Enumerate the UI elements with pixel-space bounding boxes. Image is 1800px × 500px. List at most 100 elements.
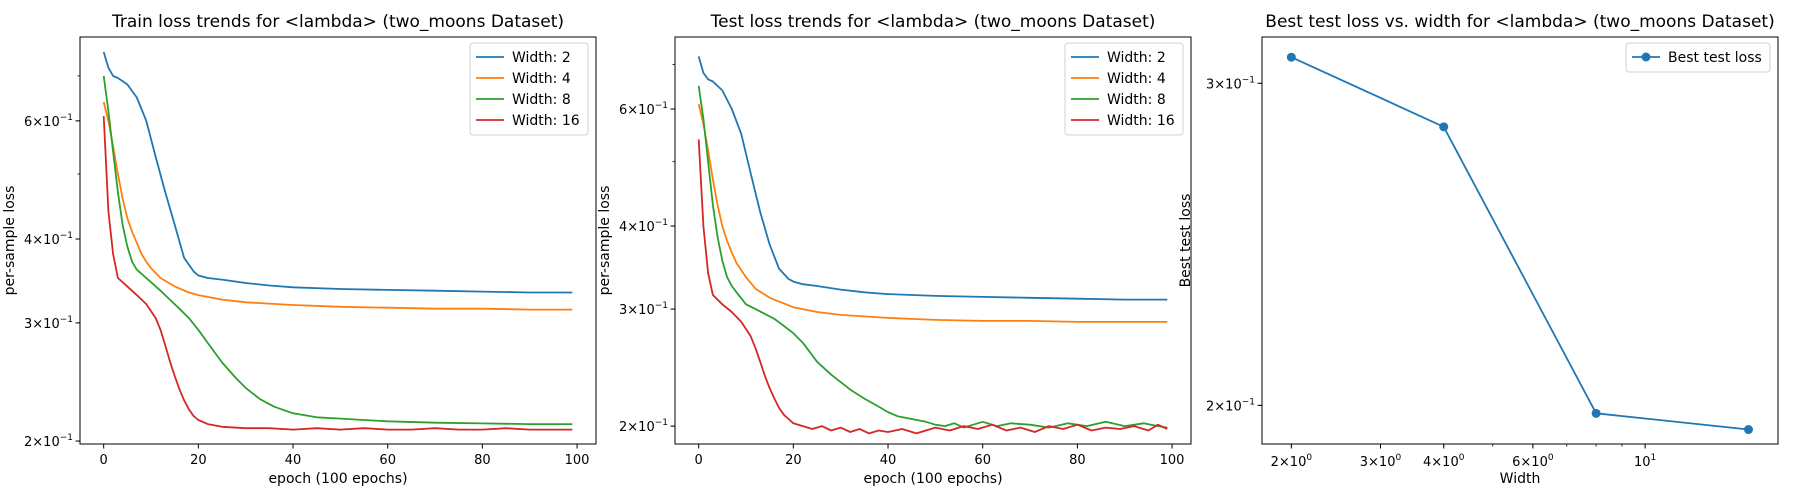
y-tick-label-ten: ×10 (32, 233, 59, 248)
legend-label: Width: 2 (1107, 50, 1166, 66)
y-tick-label: 3×10−1 (24, 315, 73, 332)
chart-3: Best test loss vs. width for <lambda> (t… (1178, 12, 1779, 487)
y-tick-label-base: 2 (619, 420, 627, 435)
data-point (1439, 122, 1449, 132)
x-tick-label-ten: ×10 (1520, 455, 1547, 470)
x-tick-label-exp: 0 (1306, 453, 1312, 463)
y-tick-label-exp: −1 (655, 218, 668, 228)
y-axis-label: per-sample loss (597, 186, 613, 296)
legend: Best test loss (1625, 42, 1771, 73)
x-tick-label: 3×100 (1360, 453, 1402, 470)
y-tick-label: 6×10−1 (619, 101, 668, 118)
y-tick-label: 2×10−1 (1206, 397, 1255, 414)
y-tick-label-ten: ×10 (627, 420, 654, 435)
y-tick-label: 6×10−1 (24, 113, 73, 130)
x-tick-label: 100 (1160, 453, 1185, 468)
y-tick-label: 3×10−1 (619, 301, 668, 318)
y-tick-label-ten: ×10 (627, 220, 654, 235)
legend-label: Best test loss (1668, 50, 1762, 66)
y-tick-label-ten: ×10 (627, 303, 654, 318)
plot-frame (674, 36, 1192, 445)
y-tick-label-exp: −1 (60, 315, 73, 325)
chart-2: Test loss trends for <lambda> (two_moons… (597, 12, 1192, 487)
y-tick-label-exp: −1 (60, 231, 73, 241)
x-axis-label: epoch (100 epochs) (268, 471, 407, 487)
x-tick-label-exp: 1 (1651, 453, 1657, 463)
x-tick-label-ten: ×10 (1279, 455, 1306, 470)
chart-1: Train loss trends for <lambda> (two_moon… (2, 12, 597, 487)
x-tick-label: 80 (1069, 453, 1086, 468)
x-tick-label-base: 10 (1634, 455, 1651, 470)
x-tick-label-exp: 0 (1548, 453, 1554, 463)
legend-marker (1641, 52, 1651, 62)
x-tick-label-base: 3 (1360, 455, 1368, 470)
y-tick-label-base: 2 (1206, 399, 1214, 414)
series-line-3 (697, 85, 1168, 429)
y-tick-label-base: 3 (24, 317, 32, 332)
y-tick-label-ten: ×10 (1214, 399, 1241, 414)
x-tick-label-base: 4 (1423, 455, 1431, 470)
series-line-4 (102, 115, 573, 431)
x-tick-label: 80 (474, 453, 491, 468)
y-tick-label-base: 2 (24, 435, 32, 450)
y-tick-label: 2×10−1 (619, 418, 668, 435)
data-point (1591, 408, 1601, 418)
series-line-3 (102, 75, 573, 426)
x-tick-label: 60 (974, 453, 991, 468)
x-tick-label-base: 2 (1271, 455, 1279, 470)
y-tick-label: 3×10−1 (1206, 75, 1255, 92)
y-tick-label-ten: ×10 (32, 435, 59, 450)
x-axis-label: epoch (100 epochs) (863, 471, 1002, 487)
x-tick-label: 101 (1634, 453, 1656, 470)
chart-title: Test loss trends for <lambda> (two_moons… (710, 12, 1156, 32)
chart-title: Train loss trends for <lambda> (two_moon… (111, 12, 564, 32)
y-tick-label-ten: ×10 (32, 115, 59, 130)
series-line-1 (102, 51, 573, 294)
plot-frame (1261, 36, 1779, 445)
y-tick-label-ten: ×10 (1214, 77, 1241, 92)
y-tick-label-base: 6 (24, 115, 32, 130)
x-tick-label: 60 (379, 453, 396, 468)
y-tick-label-base: 3 (619, 303, 627, 318)
series-line-1 (697, 56, 1168, 301)
y-tick-label-base: 6 (619, 103, 627, 118)
x-tick-label: 40 (285, 453, 302, 468)
x-tick-label-exp: 0 (1395, 453, 1401, 463)
legend-box (469, 42, 589, 136)
x-tick-label: 40 (880, 453, 897, 468)
series-line-1 (1291, 56, 1749, 431)
legend-label: Width: 8 (512, 92, 571, 108)
y-axis-label: Best test loss (1178, 194, 1194, 288)
series-line-2 (102, 101, 573, 311)
y-tick-label: 4×10−1 (24, 231, 73, 248)
data-point (1743, 425, 1753, 435)
y-tick-label-base: 3 (1206, 77, 1214, 92)
x-tick-label-ten: ×10 (1368, 455, 1395, 470)
y-tick-label: 4×10−1 (619, 218, 668, 235)
legend: Width: 2 Width: 4 Width: 8 Width: 16 (469, 42, 589, 136)
y-tick-label-exp: −1 (1242, 397, 1255, 407)
legend-label: Width: 4 (1107, 71, 1166, 87)
y-tick-label-exp: −1 (655, 418, 668, 428)
y-tick-label-exp: −1 (60, 113, 73, 123)
legend: Width: 2 Width: 4 Width: 8 Width: 16 (1064, 42, 1184, 136)
y-axis-label: per-sample loss (2, 186, 18, 296)
x-tick-label-base: 6 (1512, 455, 1520, 470)
y-tick-label-base: 4 (619, 220, 627, 235)
legend-label: Width: 4 (512, 71, 571, 87)
y-tick-label-base: 4 (24, 233, 32, 248)
x-tick-label: 6×100 (1512, 453, 1554, 470)
legend-label: Width: 16 (1107, 113, 1175, 129)
y-tick-label-exp: −1 (60, 433, 73, 443)
chart-title: Best test loss vs. width for <lambda> (t… (1265, 12, 1774, 32)
data-point (1286, 52, 1296, 62)
y-tick-label-ten: ×10 (32, 317, 59, 332)
x-tick-label-exp: 0 (1459, 453, 1465, 463)
plot-frame (79, 36, 597, 445)
legend-label: Width: 16 (512, 113, 580, 129)
x-tick-label: 20 (190, 453, 207, 468)
legend-label: Width: 8 (1107, 92, 1166, 108)
x-tick-label: 4×100 (1423, 453, 1465, 470)
series-line-2 (697, 103, 1168, 323)
